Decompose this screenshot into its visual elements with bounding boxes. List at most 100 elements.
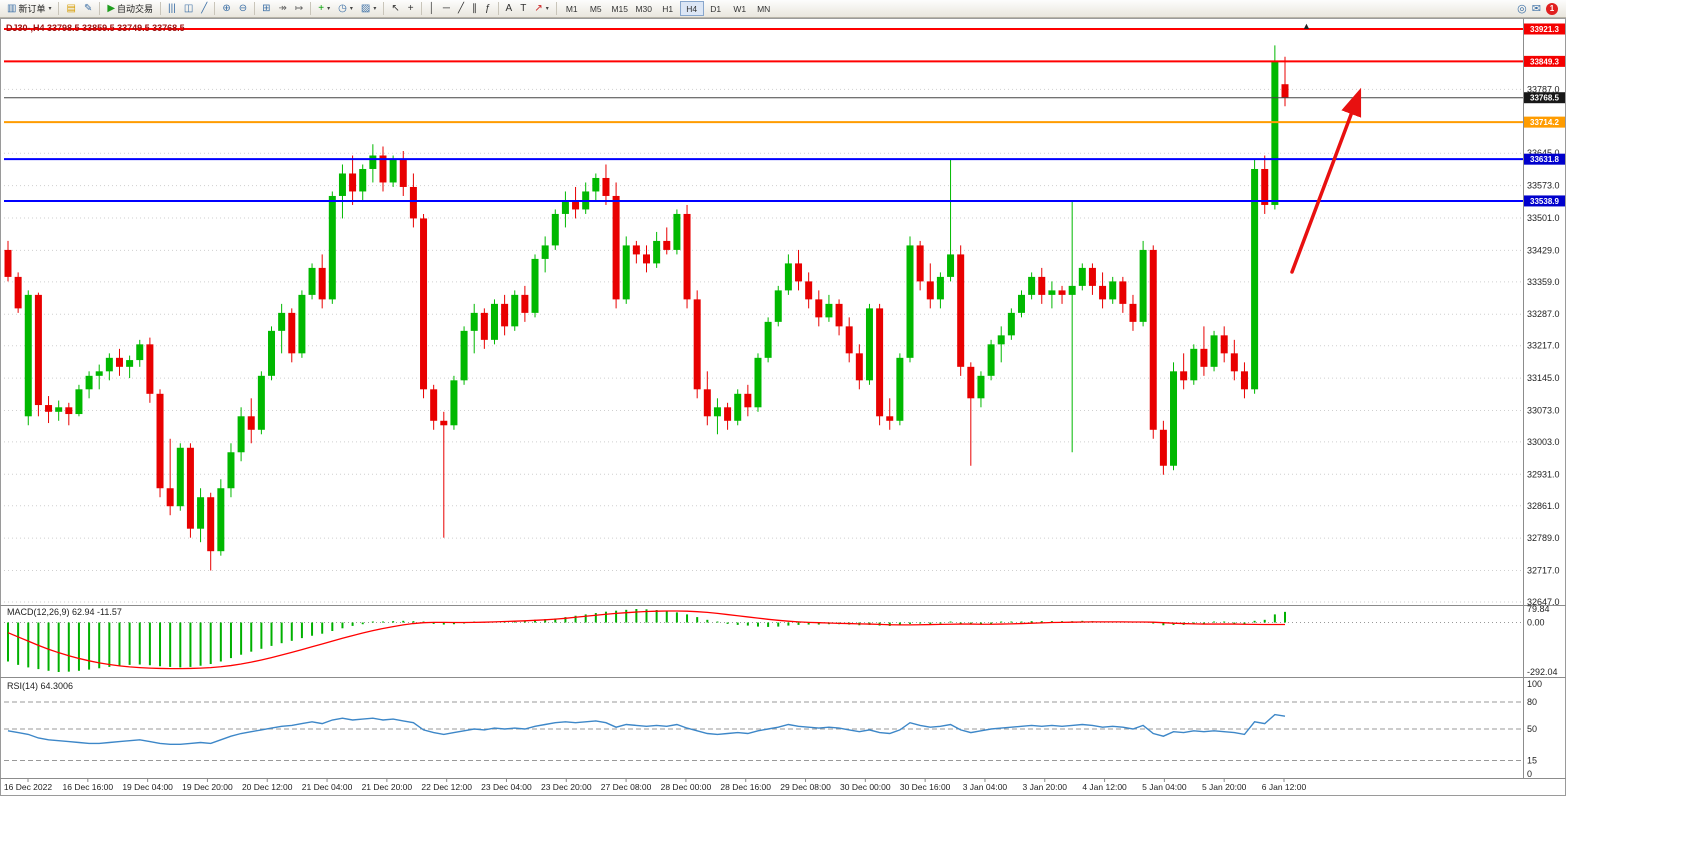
price-axis[interactable]	[1523, 19, 1566, 778]
time-axis-label: 3 Jan 04:00	[963, 782, 1008, 792]
trendline-button[interactable]: ╱	[454, 1, 468, 17]
crosshair-button[interactable]: +	[404, 1, 418, 17]
candle-down	[1261, 155, 1269, 214]
toolbar-separator	[310, 2, 312, 15]
timeframe-d1-button[interactable]: D1	[704, 1, 728, 16]
timeframe-m1-button[interactable]: M1	[560, 1, 584, 16]
candle-up	[936, 272, 944, 309]
channel-button[interactable]: ∥	[468, 1, 481, 17]
arrows-button[interactable]: ↗ ▾	[530, 1, 552, 17]
candle-up	[369, 144, 377, 183]
text-icon: A	[505, 2, 513, 14]
time-axis-label: 3 Jan 20:00	[1023, 782, 1068, 792]
vertical-line-icon: │	[428, 2, 435, 14]
time-axis[interactable]	[0, 779, 1523, 796]
price-axis-label: 32717.0	[1527, 566, 1560, 576]
candle-down	[1129, 294, 1137, 331]
tile-windows-button[interactable]: ⊞	[258, 1, 274, 17]
candle-up	[227, 443, 235, 498]
autotrading-button[interactable]: ▶ 自动交易	[103, 1, 157, 17]
candle-down	[602, 164, 610, 205]
candle-down	[805, 272, 813, 309]
candle-down	[146, 337, 154, 403]
time-axis-label: 16 Dec 2022	[4, 782, 52, 792]
line-chart-button[interactable]: ╱	[197, 1, 211, 17]
candle-up	[947, 159, 955, 282]
indicators-button[interactable]: + ▾	[314, 1, 334, 17]
mail-icon[interactable]: ✉	[1531, 3, 1541, 15]
candle-down	[957, 245, 965, 376]
periods-button[interactable]: ◷ ▾	[334, 1, 357, 17]
timeframe-mn-button[interactable]: MN	[752, 1, 776, 16]
text-label-icon: T	[520, 2, 527, 14]
candle-down	[45, 396, 53, 424]
community-icon[interactable]: ◎	[1517, 3, 1527, 15]
price-axis-label: 33003.0	[1527, 437, 1560, 447]
candlestick-chart-button[interactable]: ◫	[180, 1, 197, 17]
timeframe-m5-button[interactable]: M5	[584, 1, 608, 16]
candle-up	[359, 164, 367, 201]
candle-up	[825, 294, 833, 322]
fibonacci-button[interactable]: ƒ	[481, 1, 495, 17]
candle-down	[744, 384, 752, 417]
timeframe-m30-button[interactable]: M30	[632, 1, 656, 16]
zoom-in-button[interactable]: ⊕	[218, 1, 234, 17]
candle-down	[1099, 272, 1107, 309]
chart-shift-button[interactable]: ↦	[291, 1, 307, 17]
cursor-button[interactable]: ↖	[387, 1, 403, 17]
timeframe-h1-button[interactable]: H1	[656, 1, 680, 16]
price-axis-label: 32789.0	[1527, 533, 1560, 543]
candle-up	[1078, 263, 1086, 291]
auto-scroll-button[interactable]: ↠	[275, 1, 291, 17]
text-button[interactable]: A	[502, 1, 517, 17]
new-order-button[interactable]: ▥ 新订单 ▾	[3, 1, 55, 17]
chevron-down-icon: ▾	[48, 6, 52, 12]
price-tag: 33631.8	[1524, 153, 1565, 165]
zoom-out-button[interactable]: ⊖	[235, 1, 251, 17]
candle-down	[1200, 326, 1208, 376]
time-axis-label: 28 Dec 16:00	[720, 782, 771, 792]
candle-down	[1119, 276, 1127, 313]
candle-up	[1251, 159, 1259, 394]
horizontal-line-button[interactable]: ─	[439, 1, 454, 17]
chart-plot-area[interactable]	[4, 24, 1523, 604]
bar-chart-button[interactable]: |||	[164, 1, 180, 17]
candle-down	[1240, 362, 1248, 399]
text-label-button[interactable]: T	[516, 1, 530, 17]
candlestick-chart-icon: ◫	[183, 2, 194, 14]
profiles-button[interactable]: ▤	[62, 1, 79, 17]
chart-shift-marker[interactable]: ▲	[1302, 21, 1311, 31]
price-axis-label: 33645.0	[1527, 148, 1560, 158]
price-axis-label: 33359.0	[1527, 277, 1560, 287]
candle-down	[521, 285, 529, 322]
candle-down	[612, 182, 620, 309]
cursor-icon: ↖	[391, 2, 400, 14]
metaeditor-icon: ✎	[83, 2, 93, 14]
time-axis-label: 5 Jan 04:00	[1142, 782, 1187, 792]
candle-up	[470, 303, 478, 354]
trend-arrow-annotation[interactable]	[1290, 87, 1362, 274]
vertical-line-button[interactable]: │	[425, 1, 439, 17]
zoom-out-icon: ⊖	[238, 2, 248, 14]
metaeditor-button[interactable]: ✎	[80, 1, 96, 17]
chart-window[interactable]: 33787.0 33645.0 33573.0 33501.0 33429.0 33359…	[0, 18, 1566, 860]
price-tag: 33538.9	[1524, 195, 1565, 207]
toolbar-separator	[58, 2, 60, 15]
candle-up	[257, 371, 265, 435]
candle-down	[572, 186, 580, 219]
templates-button[interactable]: ▨ ▾	[357, 1, 380, 17]
notification-badge[interactable]: 1	[1546, 2, 1558, 15]
time-axis-label: 4 Jan 12:00	[1082, 782, 1127, 792]
timeframe-w1-button[interactable]: W1	[728, 1, 752, 16]
candle-up	[1109, 276, 1117, 304]
price-axis-label: 33429.0	[1527, 245, 1560, 255]
timeframe-h4-button[interactable]: H4	[679, 1, 704, 16]
candle-down	[1088, 263, 1096, 295]
svg-text:33714.2: 33714.2	[1530, 118, 1559, 127]
macd-axis-label: 79.84	[1527, 604, 1550, 614]
chart-canvas[interactable]: 33787.0 33645.0 33573.0 33501.0 33429.0 33359…	[0, 18, 1566, 860]
timeframe-m15-button[interactable]: M15	[608, 1, 632, 16]
candle-down	[379, 146, 387, 192]
profiles-icon: ▤	[66, 2, 76, 14]
toolbar-separator	[214, 2, 216, 15]
